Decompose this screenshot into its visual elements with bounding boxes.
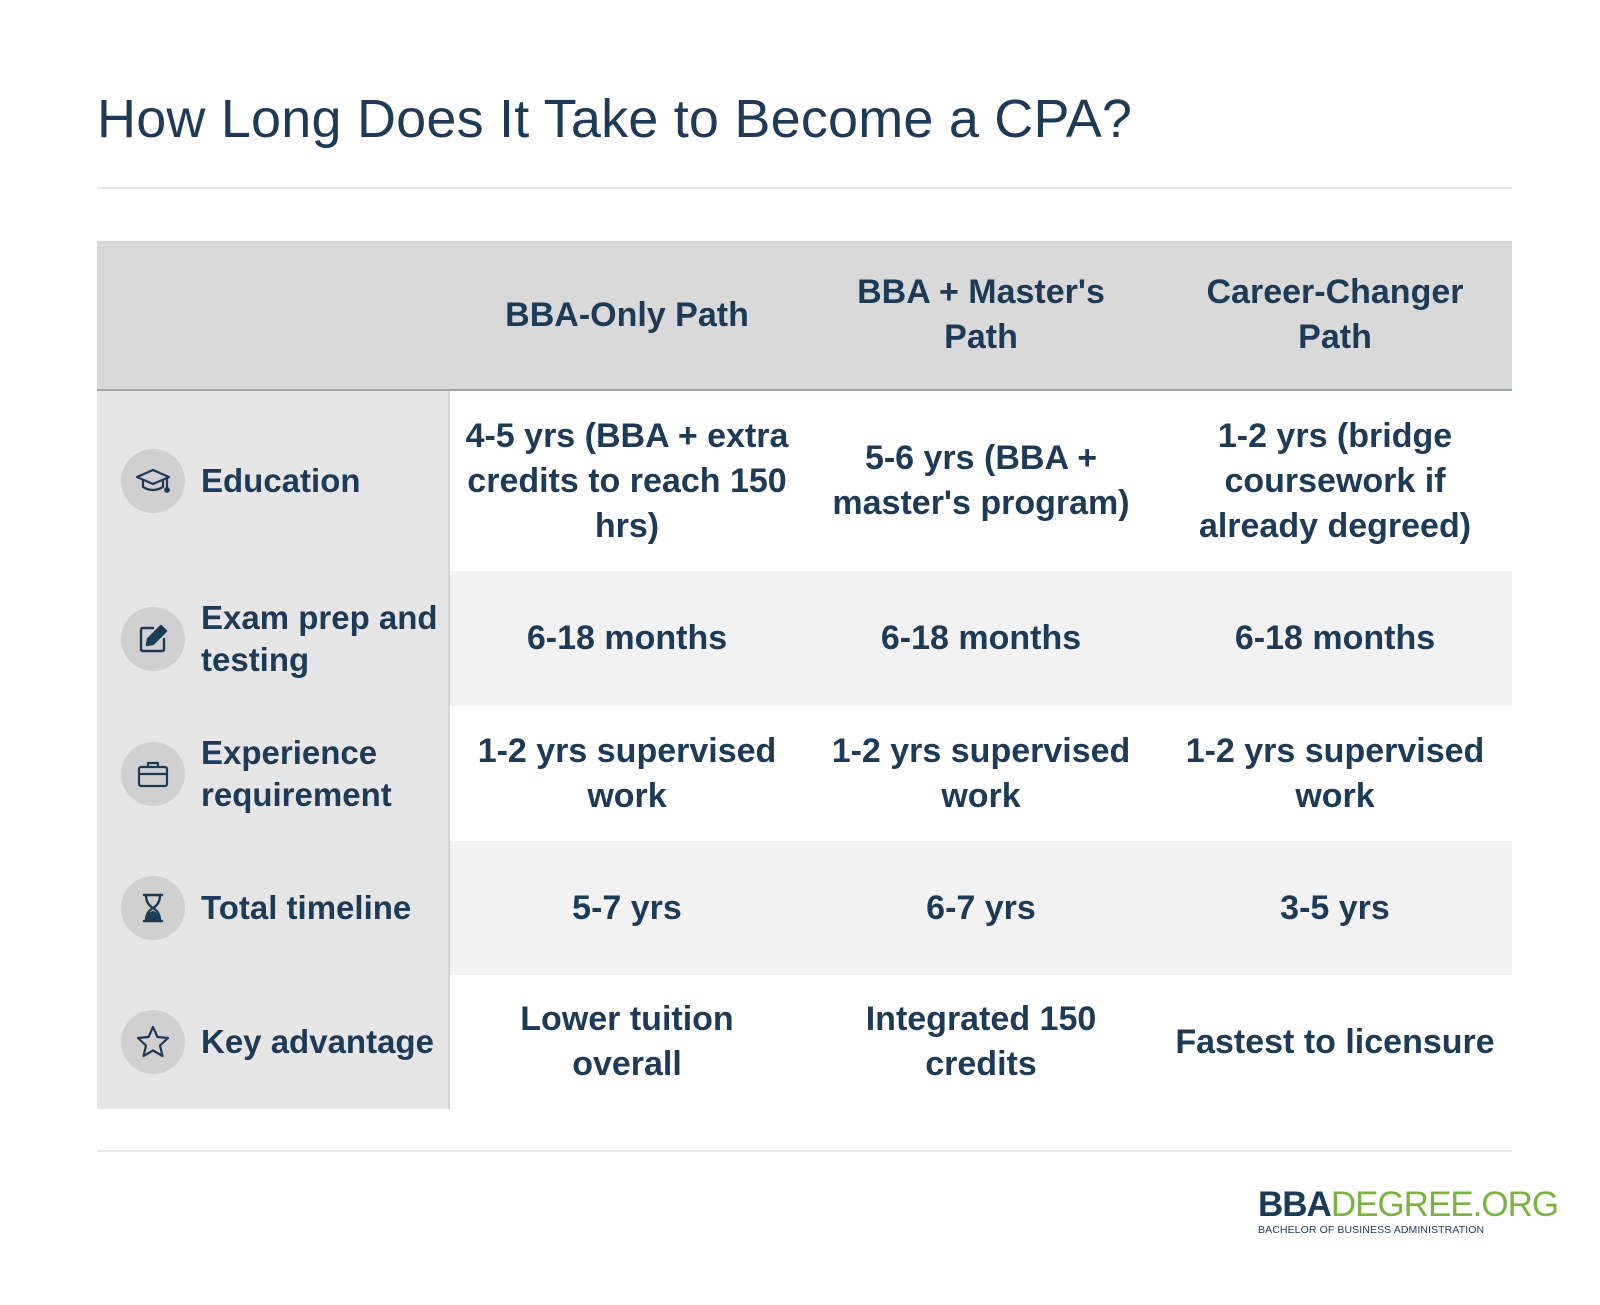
row-label-exam-prep: Exam prep and testing (97, 571, 450, 706)
column-header-bba-masters: BBA + Master's Path (857, 273, 1105, 356)
briefcase-icon (121, 741, 185, 806)
table-row: Key advantage Lower tuition overall Inte… (97, 975, 1512, 1109)
table-header: BBA-Only Path BBA + Master's Path Career… (97, 241, 1512, 391)
table-cell: Lower tuition overall (450, 975, 804, 1109)
table-cell: 6-18 months (1158, 571, 1512, 706)
table-row: Total timeline 5-7 yrs 6-7 yrs 3-5 yrs (97, 841, 1512, 975)
row-label-text: Key advantage (201, 1023, 434, 1060)
column-header-career-changer: Career-Changer Path (1206, 273, 1464, 356)
row-label-key-advantage: Key advantage (97, 975, 450, 1109)
row-label-total-timeline: Total timeline (97, 841, 450, 975)
logo-wordmark: BBADEGREE.ORG (1258, 1185, 1559, 1224)
table-cell: 1-2 yrs supervised work (450, 706, 804, 841)
logo-bold: BBA (1258, 1185, 1332, 1224)
table-cell: 3-5 yrs (1158, 841, 1512, 975)
table-cell: Integrated 150 credits (804, 975, 1158, 1109)
bbadegree-logo: BBADEGREE.ORG BACHELOR OF BUSINESS ADMIN… (1258, 1185, 1559, 1237)
hourglass-icon (121, 876, 185, 940)
row-label-text: Exam prep and testing (201, 598, 438, 678)
table-cell: 5-6 yrs (BBA + master's program) (804, 391, 1158, 571)
page-title: How Long Does It Take to Become a CPA? (97, 89, 1133, 149)
column-header-bba-only: BBA-Only Path (505, 295, 749, 334)
bottom-divider (97, 1150, 1512, 1152)
table-cell: 1-2 yrs (bridge coursework if already de… (1158, 391, 1512, 571)
table-cell: 6-7 yrs (804, 841, 1158, 975)
table-row: Experience requirement 1-2 yrs supervise… (97, 706, 1512, 841)
table-cell: 1-2 yrs supervised work (804, 706, 1158, 841)
logo-light: DEGREE.ORG (1330, 1185, 1559, 1224)
row-label-experience: Experience requirement (97, 706, 450, 841)
table-cell: 1-2 yrs supervised work (1158, 706, 1512, 841)
logo-tagline: BACHELOR OF BUSINESS ADMINISTRATION (1258, 1224, 1485, 1236)
table-row: Exam prep and testing 6-18 months 6-18 m… (97, 571, 1512, 706)
table-cell: 4-5 yrs (BBA + extra credits to reach 15… (450, 391, 804, 571)
row-label-education: Education (97, 391, 450, 571)
row-label-text: Education (201, 462, 361, 499)
table-cell: Fastest to licensure (1158, 975, 1512, 1109)
table-cell: 5-7 yrs (450, 841, 804, 975)
table-cell: 6-18 months (450, 571, 804, 706)
row-label-text: Total timeline (201, 889, 412, 926)
header-corner (97, 241, 450, 389)
top-divider (97, 187, 1512, 189)
table-cell: 6-18 months (804, 571, 1158, 706)
pencil-square-icon (121, 606, 185, 671)
row-label-text: Experience requirement (201, 733, 392, 813)
star-icon (121, 1010, 185, 1074)
graduation-cap-icon (121, 449, 185, 513)
comparison-table: BBA-Only Path BBA + Master's Path Career… (97, 241, 1512, 1109)
table-row: Education 4-5 yrs (BBA + extra credits t… (97, 391, 1512, 571)
